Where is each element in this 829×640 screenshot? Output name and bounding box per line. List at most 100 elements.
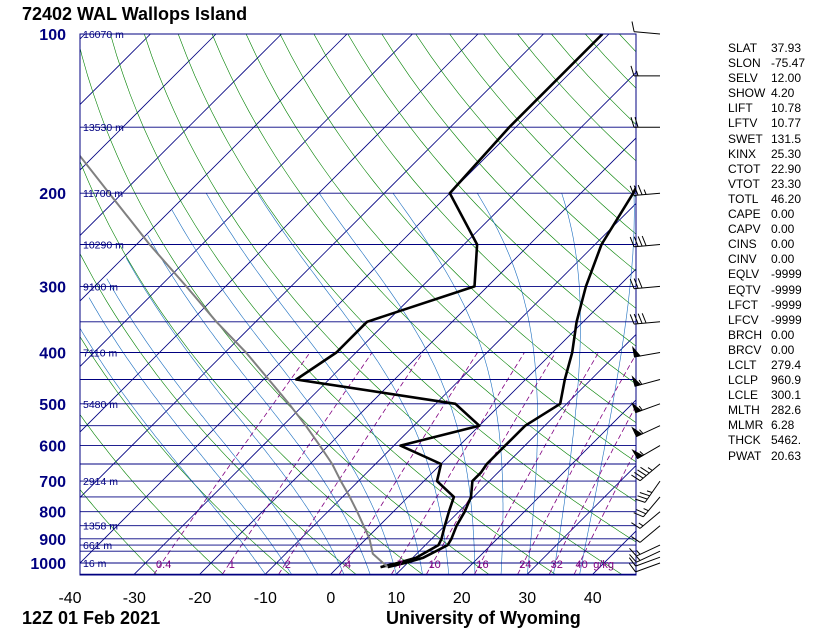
temperature-tick-label: 20 (453, 590, 471, 607)
wind-barb (629, 235, 661, 248)
index-row-mlmr: MLMR 6.28 (728, 418, 805, 433)
index-value: 0.00 (771, 342, 795, 357)
index-key: LCLP (728, 373, 759, 388)
wind-barb (635, 480, 661, 503)
index-row-lift: LIFT 10.78 (728, 101, 805, 116)
isotherm (199, 137, 636, 575)
wind-barb (630, 117, 660, 128)
index-value: -9999 (771, 282, 802, 297)
dry-adiabat (80, 489, 157, 575)
index-value: 960.9 (771, 373, 802, 388)
index-value: 20.63 (771, 448, 802, 463)
index-value: 0.00 (771, 327, 795, 342)
index-key: EQTV (728, 282, 761, 297)
index-value: 300.1 (771, 388, 802, 403)
index-key: LFCV (728, 312, 759, 327)
plot-frame (79, 33, 637, 576)
dry-adiabat (245, 34, 636, 463)
dry-adiabat (80, 336, 290, 575)
pressure-tick-label: 200 (39, 186, 66, 203)
index-key: SELV (728, 71, 758, 86)
pressure-tick-label: 300 (39, 279, 66, 296)
index-key: KINX (728, 146, 757, 161)
moist-adiabat (171, 209, 397, 575)
wind-barb (631, 511, 661, 529)
mixing-ratio-label: 32 (551, 559, 563, 571)
index-key: BRCH (728, 327, 763, 342)
index-value: -9999 (771, 267, 802, 282)
index-value: 0.00 (771, 222, 795, 237)
wind-barb (628, 556, 661, 567)
wind-barb (631, 375, 661, 387)
mixing-ratio-label: 24 (519, 559, 531, 571)
index-row-kinx: KINX 25.30 (728, 147, 805, 162)
index-row-swet: SWET 131.5 (728, 132, 805, 147)
isotherm (80, 34, 479, 433)
mixing-ratio-label: g/kg (593, 559, 614, 571)
dry-adiabat (415, 34, 636, 272)
wind-barb (633, 496, 661, 518)
index-row-lftv: LFTV 10.77 (728, 116, 805, 131)
mixing-ratio-line (278, 352, 424, 575)
moist-adiabat (257, 193, 449, 575)
index-value: 10.78 (771, 101, 802, 116)
index-row-slon: SLON -75.47 (728, 56, 805, 71)
index-value: 12.00 (771, 71, 802, 86)
pressure-tick-label: 800 (39, 505, 66, 522)
dry-adiabat (80, 414, 224, 575)
sounding-traces (80, 34, 636, 569)
moist-adiabat (318, 193, 476, 575)
index-key: EQLV (728, 267, 760, 282)
index-key: SLON (728, 56, 761, 71)
index-value: 0.00 (771, 207, 795, 222)
temperature-trace (387, 184, 636, 569)
index-row-ctot: CTOT 22.90 (728, 162, 805, 177)
wind-barb (631, 425, 661, 438)
index-row-slat: SLAT 37.93 (728, 41, 805, 56)
wind-barb (629, 544, 661, 557)
moist-adiabat (88, 297, 292, 575)
index-row-selv: SELV 12.00 (728, 71, 805, 86)
index-row-brcv: BRCV 0.00 (728, 343, 805, 358)
index-key: LFTV (728, 116, 758, 131)
index-value: 4.20 (771, 86, 795, 101)
index-value: -9999 (771, 312, 802, 327)
dry-adiabat (110, 34, 556, 575)
diagram-grid (80, 34, 636, 575)
dry-adiabat (279, 34, 636, 424)
index-key: CAPE (728, 207, 761, 222)
dry-adiabat (313, 34, 636, 385)
wind-barb (631, 445, 661, 460)
index-key: SHOW (728, 86, 766, 101)
isotherm (80, 34, 348, 302)
index-key: LIFT (728, 101, 753, 116)
wind-barb (631, 21, 661, 35)
height-label: 11700 m (83, 188, 123, 200)
index-key: CTOT (728, 161, 761, 176)
height-label: 5480 m (83, 399, 118, 411)
temperature-tick-label: 40 (584, 590, 602, 607)
index-row-cins: CINS 0.00 (728, 237, 805, 252)
index-value: -9999 (771, 297, 802, 312)
wind-barb (631, 463, 661, 482)
isotherm (80, 34, 544, 499)
mixing-ratio-line (517, 353, 636, 575)
pressure-tick-label: 1000 (30, 556, 66, 573)
index-row-pwat: PWAT 20.63 (728, 449, 805, 464)
index-key: MLMR (728, 418, 764, 433)
mixing-ratio-label: 7 (397, 559, 403, 571)
index-row-lclp: LCLP 960.9 (728, 373, 805, 388)
index-key: CINS (728, 237, 757, 252)
isotherm (80, 34, 413, 368)
index-row-lfcv: LFCV -9999 (728, 313, 805, 328)
index-row-mlth: MLTH 282.6 (728, 403, 805, 418)
temperature-tick-label: 10 (387, 590, 405, 607)
index-value: 279.4 (771, 357, 802, 372)
index-row-show: SHOW 4.20 (728, 86, 805, 101)
index-value: 22.90 (771, 161, 802, 176)
moist-adiabat (579, 193, 635, 575)
index-value: -75.47 (771, 56, 806, 71)
temperature-tick-label: 0 (326, 590, 335, 607)
index-value: 10.77 (771, 116, 802, 131)
temperature-tick-label: -30 (123, 590, 146, 607)
